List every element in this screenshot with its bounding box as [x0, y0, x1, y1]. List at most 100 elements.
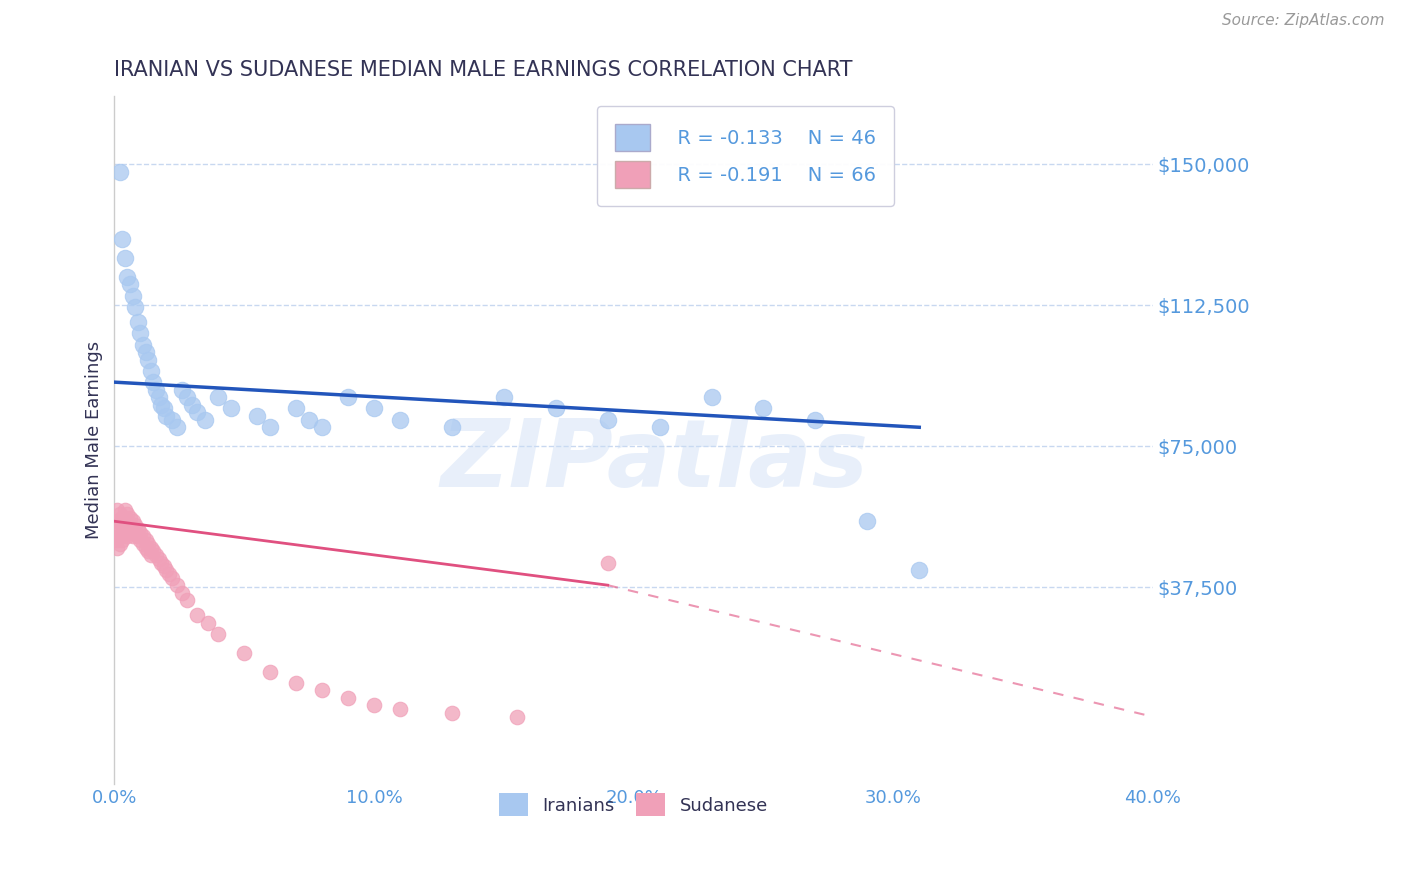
Point	[155, 563, 177, 577]
Point	[111, 510, 134, 524]
Point	[142, 375, 165, 389]
Point	[440, 706, 463, 720]
Point	[108, 507, 131, 521]
Point	[124, 300, 146, 314]
Point	[160, 413, 183, 427]
Point	[105, 503, 128, 517]
Point	[118, 525, 141, 540]
Point	[108, 522, 131, 536]
Point	[117, 507, 139, 521]
Point	[298, 413, 321, 427]
Point	[117, 514, 139, 528]
Point	[142, 544, 165, 558]
Point	[186, 608, 208, 623]
Point	[752, 401, 775, 416]
Point	[129, 533, 152, 547]
Point	[132, 337, 155, 351]
Point	[648, 420, 671, 434]
Point	[145, 548, 167, 562]
Point	[155, 409, 177, 423]
Point	[337, 390, 360, 404]
Point	[114, 251, 136, 265]
Point	[132, 537, 155, 551]
Point	[132, 529, 155, 543]
Point	[700, 390, 723, 404]
Point	[135, 533, 157, 547]
Point	[152, 401, 174, 416]
Point	[111, 525, 134, 540]
Point	[219, 401, 242, 416]
Point	[145, 383, 167, 397]
Point	[105, 525, 128, 540]
Point	[207, 627, 229, 641]
Point	[363, 698, 385, 713]
Point	[117, 269, 139, 284]
Point	[111, 232, 134, 246]
Text: ZIPatlas: ZIPatlas	[440, 415, 869, 507]
Point	[108, 164, 131, 178]
Point	[166, 420, 188, 434]
Point	[114, 518, 136, 533]
Point	[908, 563, 931, 577]
Point	[121, 288, 143, 302]
Point	[114, 503, 136, 517]
Point	[121, 522, 143, 536]
Text: Source: ZipAtlas.com: Source: ZipAtlas.com	[1222, 13, 1385, 29]
Point	[117, 522, 139, 536]
Point	[388, 702, 411, 716]
Point	[135, 345, 157, 359]
Point	[440, 420, 463, 434]
Point	[388, 413, 411, 427]
Point	[114, 525, 136, 540]
Y-axis label: Median Male Earnings: Median Male Earnings	[86, 342, 103, 540]
Point	[285, 676, 308, 690]
Point	[311, 420, 333, 434]
Point	[129, 525, 152, 540]
Point	[136, 537, 159, 551]
Point	[176, 390, 198, 404]
Point	[285, 401, 308, 416]
Point	[246, 409, 269, 423]
Point	[856, 514, 879, 528]
Point	[111, 518, 134, 533]
Point	[111, 533, 134, 547]
Legend: Iranians, Sudanese: Iranians, Sudanese	[492, 786, 775, 823]
Point	[311, 683, 333, 698]
Point	[108, 537, 131, 551]
Point	[186, 405, 208, 419]
Point	[170, 585, 193, 599]
Point	[139, 364, 162, 378]
Point	[114, 510, 136, 524]
Point	[506, 710, 529, 724]
Point	[124, 525, 146, 540]
Point	[148, 552, 170, 566]
Point	[152, 559, 174, 574]
Point	[176, 593, 198, 607]
Point	[139, 541, 162, 555]
Point	[492, 390, 515, 404]
Point	[150, 398, 173, 412]
Point	[596, 413, 619, 427]
Point	[544, 401, 567, 416]
Point	[363, 401, 385, 416]
Point	[139, 548, 162, 562]
Point	[129, 326, 152, 341]
Point	[124, 518, 146, 533]
Point	[160, 571, 183, 585]
Point	[181, 398, 204, 412]
Point	[127, 315, 149, 329]
Point	[337, 690, 360, 705]
Point	[259, 420, 281, 434]
Point	[121, 514, 143, 528]
Text: IRANIAN VS SUDANESE MEDIAN MALE EARNINGS CORRELATION CHART: IRANIAN VS SUDANESE MEDIAN MALE EARNINGS…	[114, 60, 853, 79]
Point	[207, 390, 229, 404]
Point	[194, 413, 217, 427]
Point	[117, 529, 139, 543]
Point	[108, 514, 131, 528]
Point	[804, 413, 827, 427]
Point	[108, 529, 131, 543]
Point	[136, 352, 159, 367]
Point	[118, 277, 141, 292]
Point	[197, 615, 219, 630]
Point	[127, 522, 149, 536]
